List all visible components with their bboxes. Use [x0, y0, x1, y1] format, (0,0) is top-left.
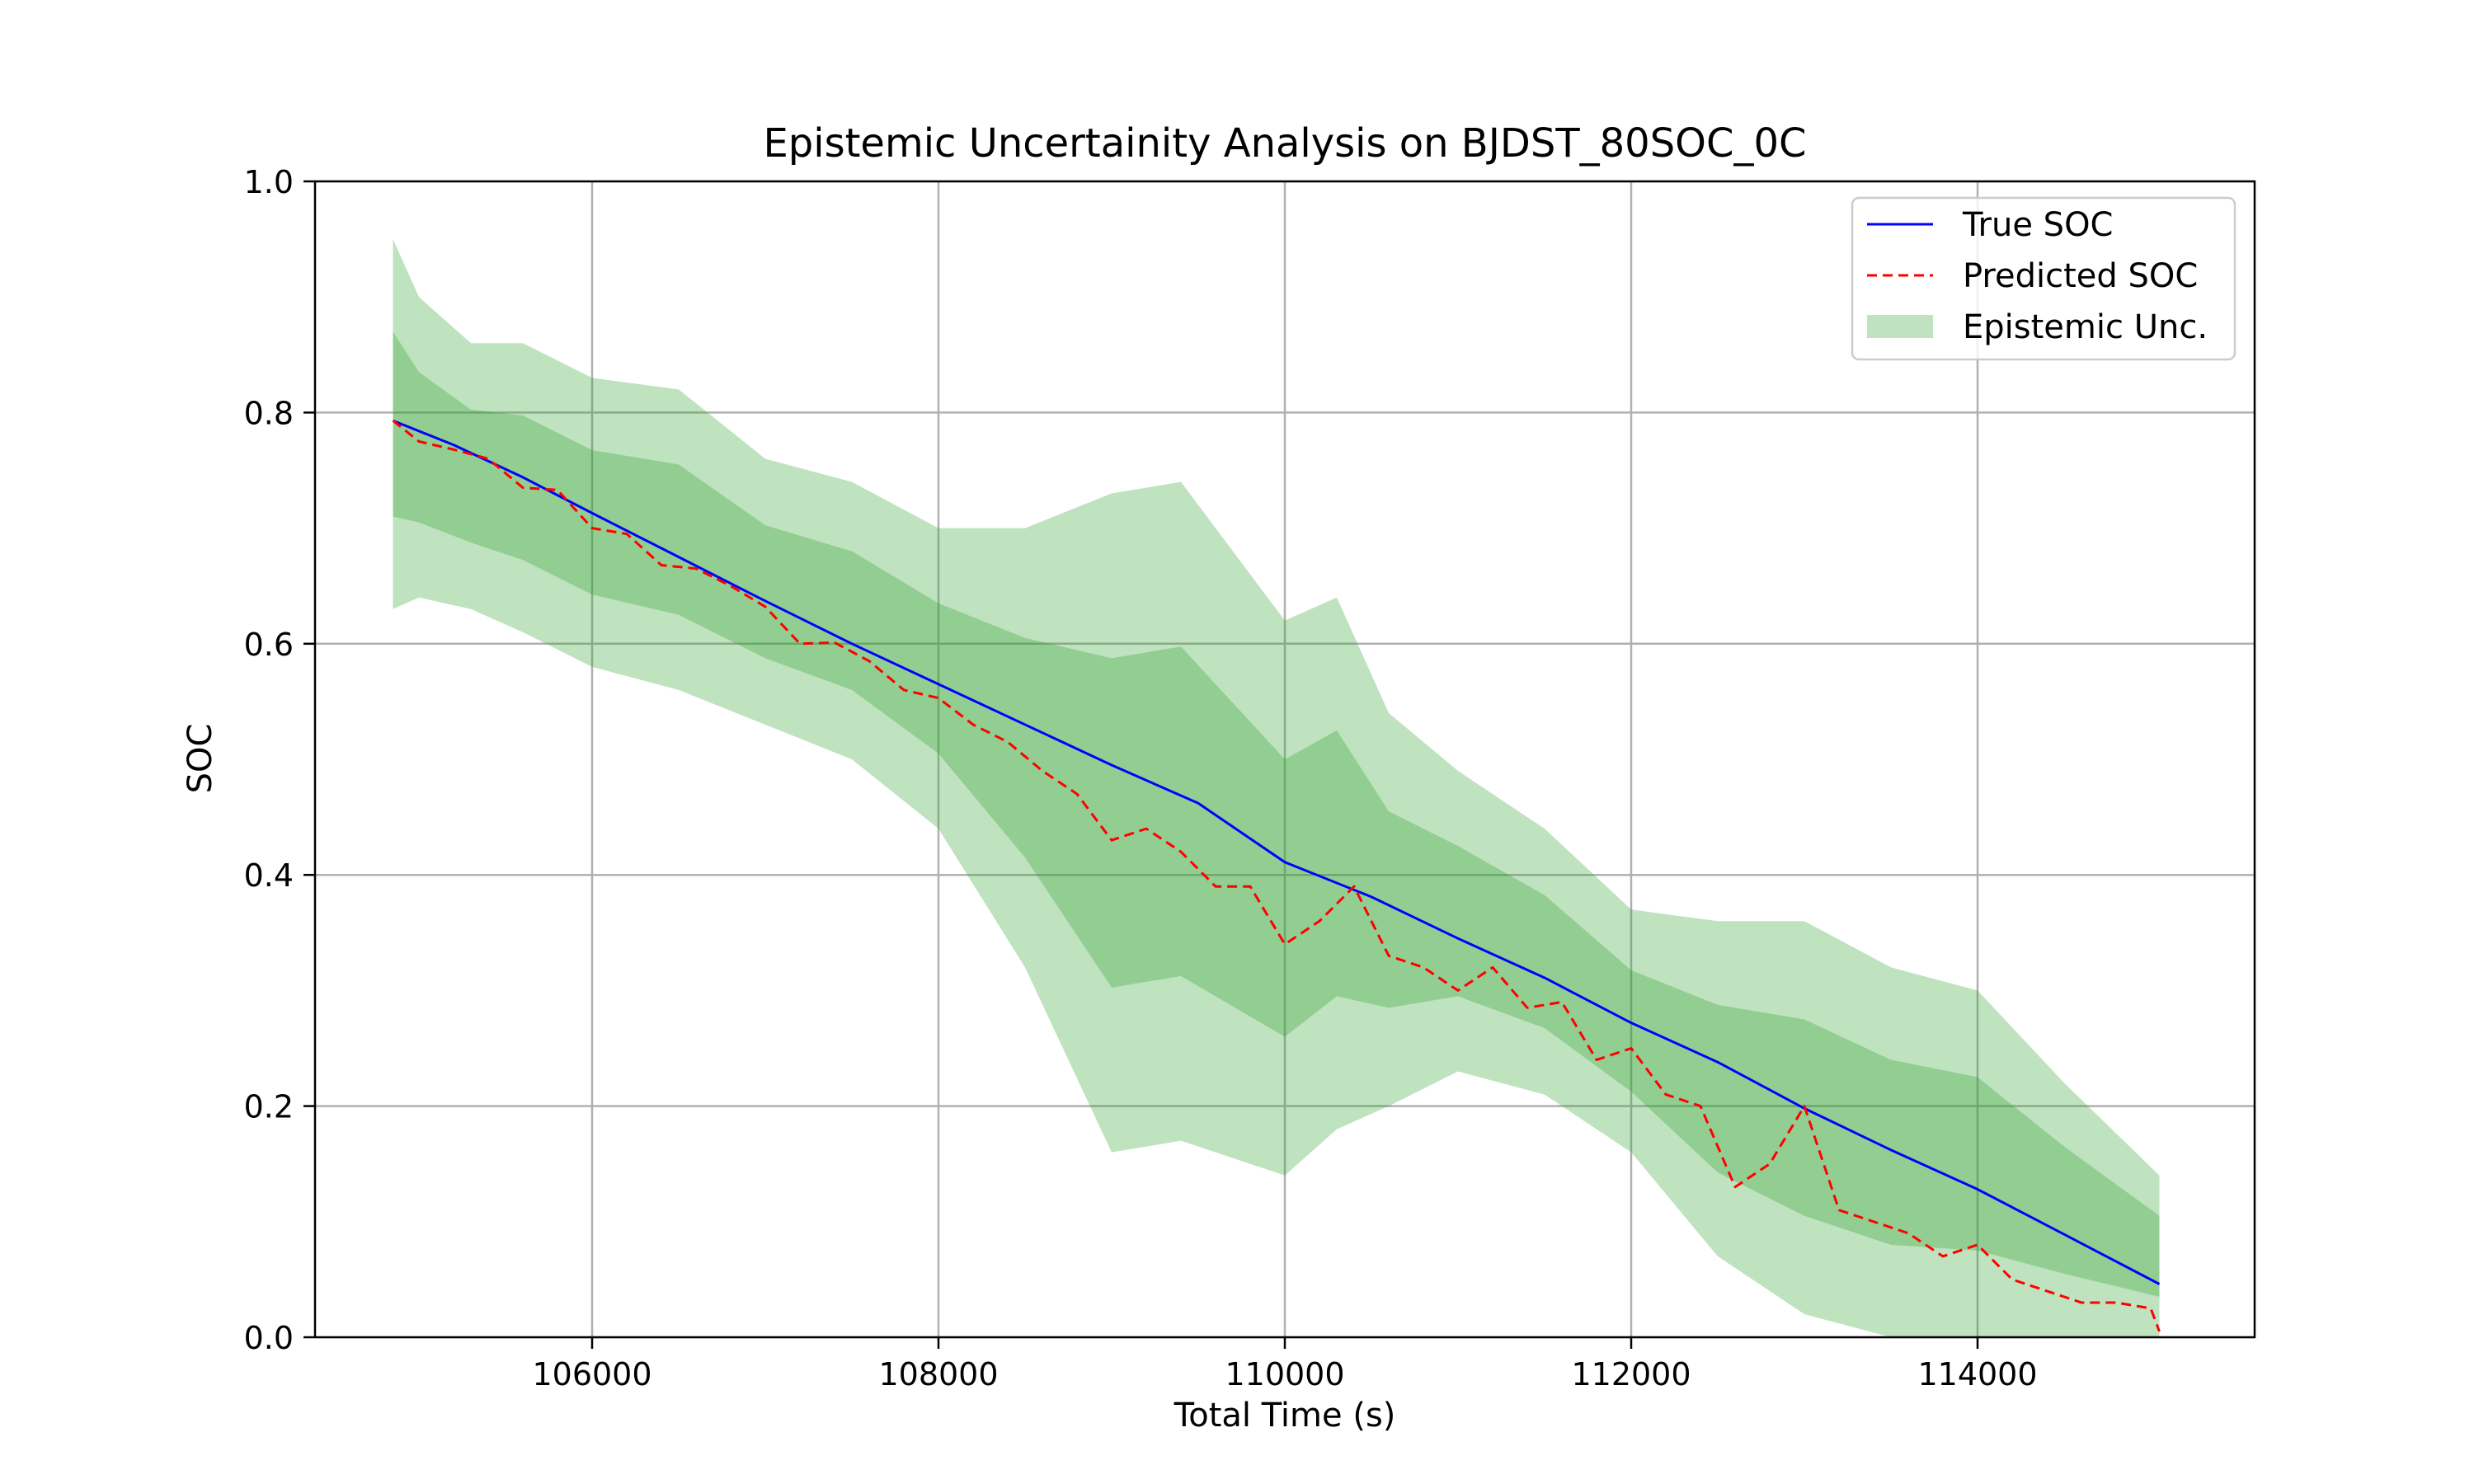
legend-swatch-epistemic-unc — [1867, 315, 1933, 338]
legend-label-predicted-soc: Predicted SOC — [1963, 257, 2198, 295]
x-axis-ticks: 106000 108000 110000 112000 114000 — [532, 1337, 2038, 1392]
legend-box — [1851, 196, 2236, 361]
legend: True SOC Predicted SOC Epistemic Unc. — [1851, 196, 2236, 361]
predicted-soc-line — [392, 420, 2161, 1332]
y-axis-label: SOC — [181, 724, 219, 794]
y-tick-label: 0.4 — [244, 857, 294, 894]
true-soc-line — [392, 419, 2161, 1285]
legend-label-epistemic-unc: Epistemic Unc. — [1963, 308, 2208, 346]
x-tick-label: 112000 — [1571, 1356, 1691, 1392]
y-tick-label: 0.8 — [244, 395, 294, 431]
chart-title: Epistemic Uncertainity Analysis on BJDST… — [763, 120, 1806, 167]
x-axis-label: Total Time (s) — [1174, 1397, 1396, 1435]
series-lines — [392, 419, 2161, 1332]
x-tick-label: 108000 — [878, 1356, 998, 1392]
y-tick-label: 0.2 — [244, 1089, 294, 1125]
x-tick-label: 106000 — [532, 1356, 651, 1392]
uncertainty-band-inner — [393, 331, 2160, 1297]
y-tick-label: 0.6 — [244, 627, 294, 663]
y-tick-label: 0.0 — [244, 1320, 294, 1356]
legend-label-true-soc: True SOC — [1962, 206, 2113, 244]
x-tick-label: 114000 — [1917, 1356, 2037, 1392]
x-tick-label: 110000 — [1225, 1356, 1344, 1392]
y-axis-ticks: 0.0 0.2 0.4 0.6 0.8 1.0 — [244, 164, 315, 1356]
y-tick-label: 1.0 — [244, 164, 294, 200]
